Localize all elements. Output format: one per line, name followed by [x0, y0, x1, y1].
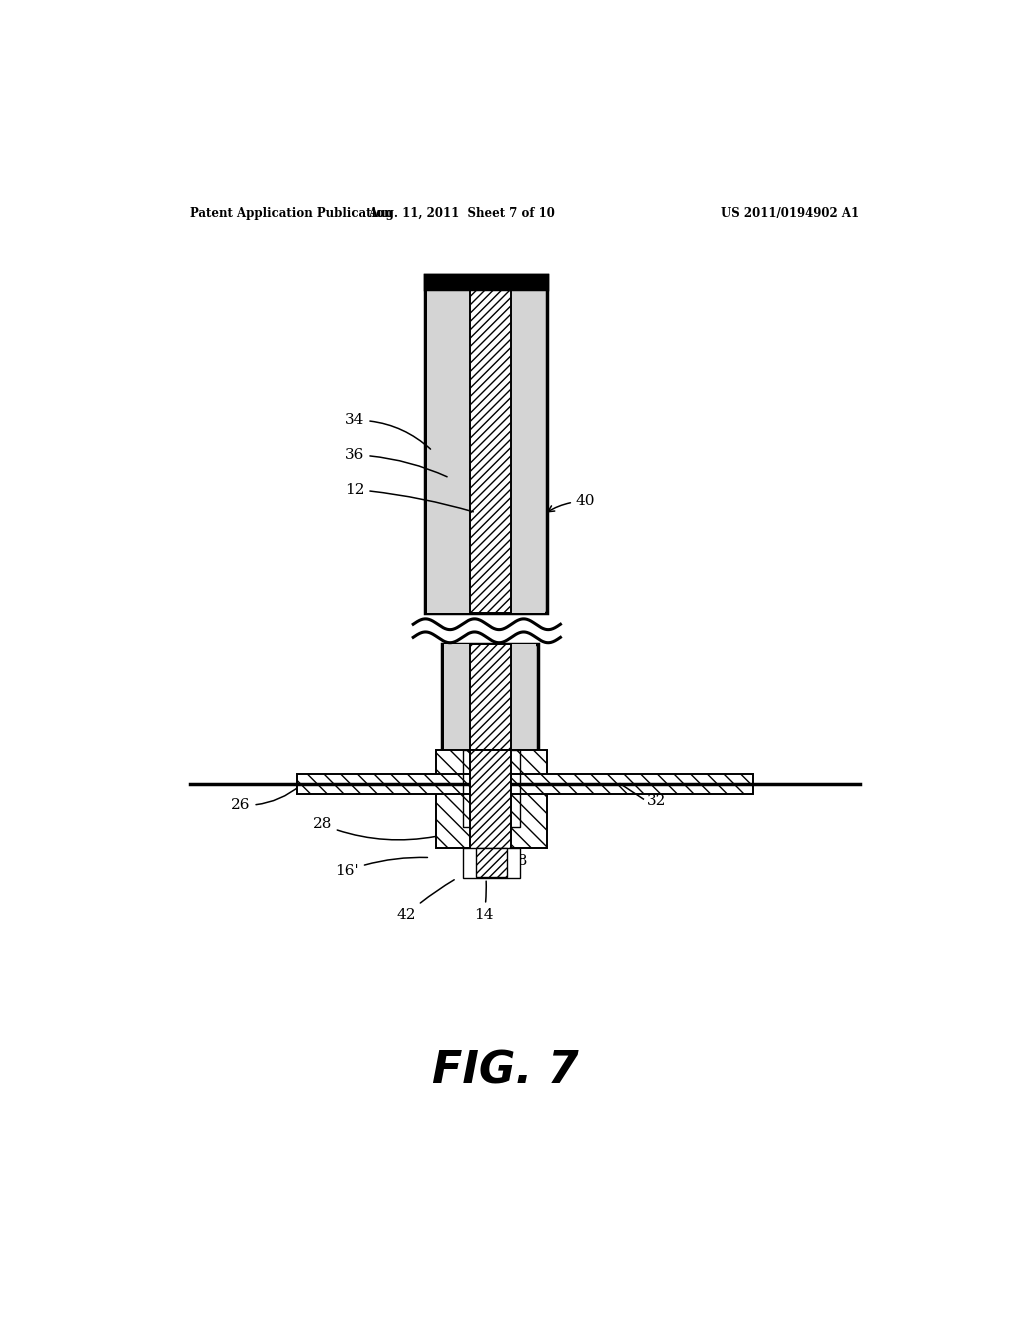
- Bar: [470, 750, 511, 871]
- Text: 16': 16': [335, 858, 427, 878]
- Bar: [511, 288, 545, 612]
- Text: Patent Application Publication: Patent Application Publication: [190, 207, 392, 220]
- Text: 34: 34: [345, 413, 430, 449]
- Text: 40: 40: [548, 494, 595, 512]
- Bar: [427, 288, 470, 612]
- Bar: [476, 847, 507, 876]
- Bar: [436, 750, 547, 849]
- Text: Aug. 11, 2011  Sheet 7 of 10: Aug. 11, 2011 Sheet 7 of 10: [368, 207, 555, 220]
- Text: US 2011/0194902 A1: US 2011/0194902 A1: [722, 207, 859, 220]
- Text: 18: 18: [498, 847, 527, 867]
- Bar: [463, 750, 520, 826]
- Bar: [511, 644, 536, 751]
- Bar: [425, 276, 547, 289]
- Text: FIG. 7: FIG. 7: [432, 1049, 579, 1093]
- Text: 12: 12: [345, 483, 473, 512]
- Text: 28: 28: [312, 817, 435, 840]
- Text: 14: 14: [474, 882, 494, 921]
- Bar: [444, 644, 470, 751]
- Text: 32: 32: [647, 795, 667, 808]
- Text: 42: 42: [397, 879, 455, 921]
- Bar: [470, 644, 511, 751]
- Bar: [297, 775, 753, 795]
- Text: 26: 26: [231, 785, 300, 812]
- Text: 30: 30: [523, 803, 546, 816]
- Bar: [470, 288, 511, 612]
- Bar: [463, 847, 520, 878]
- Bar: [425, 276, 547, 612]
- Bar: [442, 644, 538, 751]
- Text: 36: 36: [345, 447, 447, 477]
